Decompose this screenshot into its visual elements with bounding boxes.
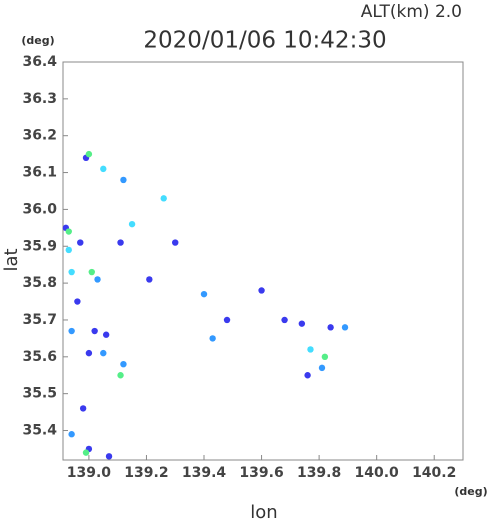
echo-point	[209, 335, 216, 342]
y-tick-label: 36.0	[22, 201, 57, 217]
x-axis-label: lon	[250, 502, 277, 521]
echo-point	[85, 150, 93, 158]
x-tick-label: 140.0	[355, 465, 400, 481]
echo-point	[88, 268, 95, 276]
y-tick-label: 35.5	[22, 386, 57, 402]
echo-point	[68, 431, 75, 438]
echo-point	[82, 449, 90, 456]
echo-point	[117, 372, 124, 379]
echo-point	[200, 290, 208, 298]
echo-point	[120, 176, 127, 184]
x-tick-label: 139.0	[67, 465, 112, 481]
echo-point	[223, 316, 231, 324]
echo-point	[100, 349, 107, 357]
y-tick-label: 36.3	[22, 91, 57, 107]
y-unit: (deg)	[21, 34, 54, 47]
x-tick-label: 140.2	[412, 465, 456, 481]
y-tick-label: 36.4	[22, 54, 57, 70]
y-tick-label: 35.8	[22, 275, 57, 291]
x-tick-label: 139.4	[182, 465, 227, 481]
y-tick-label: 35.6	[22, 349, 57, 365]
y-axis-label: lat	[1, 248, 22, 271]
echo-point	[172, 239, 179, 246]
x-tick-label: 139.2	[124, 465, 168, 481]
echo-point	[117, 239, 124, 246]
echo-point	[307, 346, 314, 353]
x-tick-label: 139.6	[239, 465, 283, 481]
y-tick-label: 36.1	[22, 165, 57, 181]
echo-point	[68, 268, 75, 276]
plot-frame	[62, 61, 464, 461]
echo-point	[304, 372, 311, 379]
echo-point	[79, 405, 87, 412]
echo-point	[281, 316, 288, 324]
echo-point	[341, 324, 349, 331]
chart-title: 2020/01/06 10:42:30	[143, 28, 386, 54]
subtitle: ALT(km) 2.0	[361, 2, 462, 22]
echo-point	[102, 331, 110, 338]
echo-point	[100, 165, 107, 173]
echo-point	[65, 246, 72, 254]
echo-point	[74, 298, 81, 305]
echo-point	[258, 287, 265, 294]
echo-point	[327, 324, 334, 331]
y-tick-label: 35.9	[22, 238, 57, 254]
echo-point	[146, 276, 153, 283]
echo-point	[94, 276, 101, 283]
echo-point	[91, 327, 98, 335]
echo-point	[68, 327, 75, 335]
echo-point	[318, 364, 326, 372]
echo-point	[105, 453, 113, 460]
echo-point	[65, 228, 72, 235]
echo-point	[85, 349, 93, 357]
y-tick-label: 35.4	[22, 423, 57, 439]
echo-point	[128, 220, 136, 228]
echo-point	[298, 320, 306, 327]
x-tick-label: 139.8	[297, 465, 341, 481]
echo-point	[160, 195, 167, 202]
echo-point	[120, 360, 127, 368]
y-tick-label: 36.2	[22, 128, 57, 144]
echo-point	[77, 239, 84, 246]
y-tick-label: 35.7	[22, 312, 57, 328]
echo-point	[321, 353, 329, 361]
x-unit: (deg)	[454, 485, 487, 498]
